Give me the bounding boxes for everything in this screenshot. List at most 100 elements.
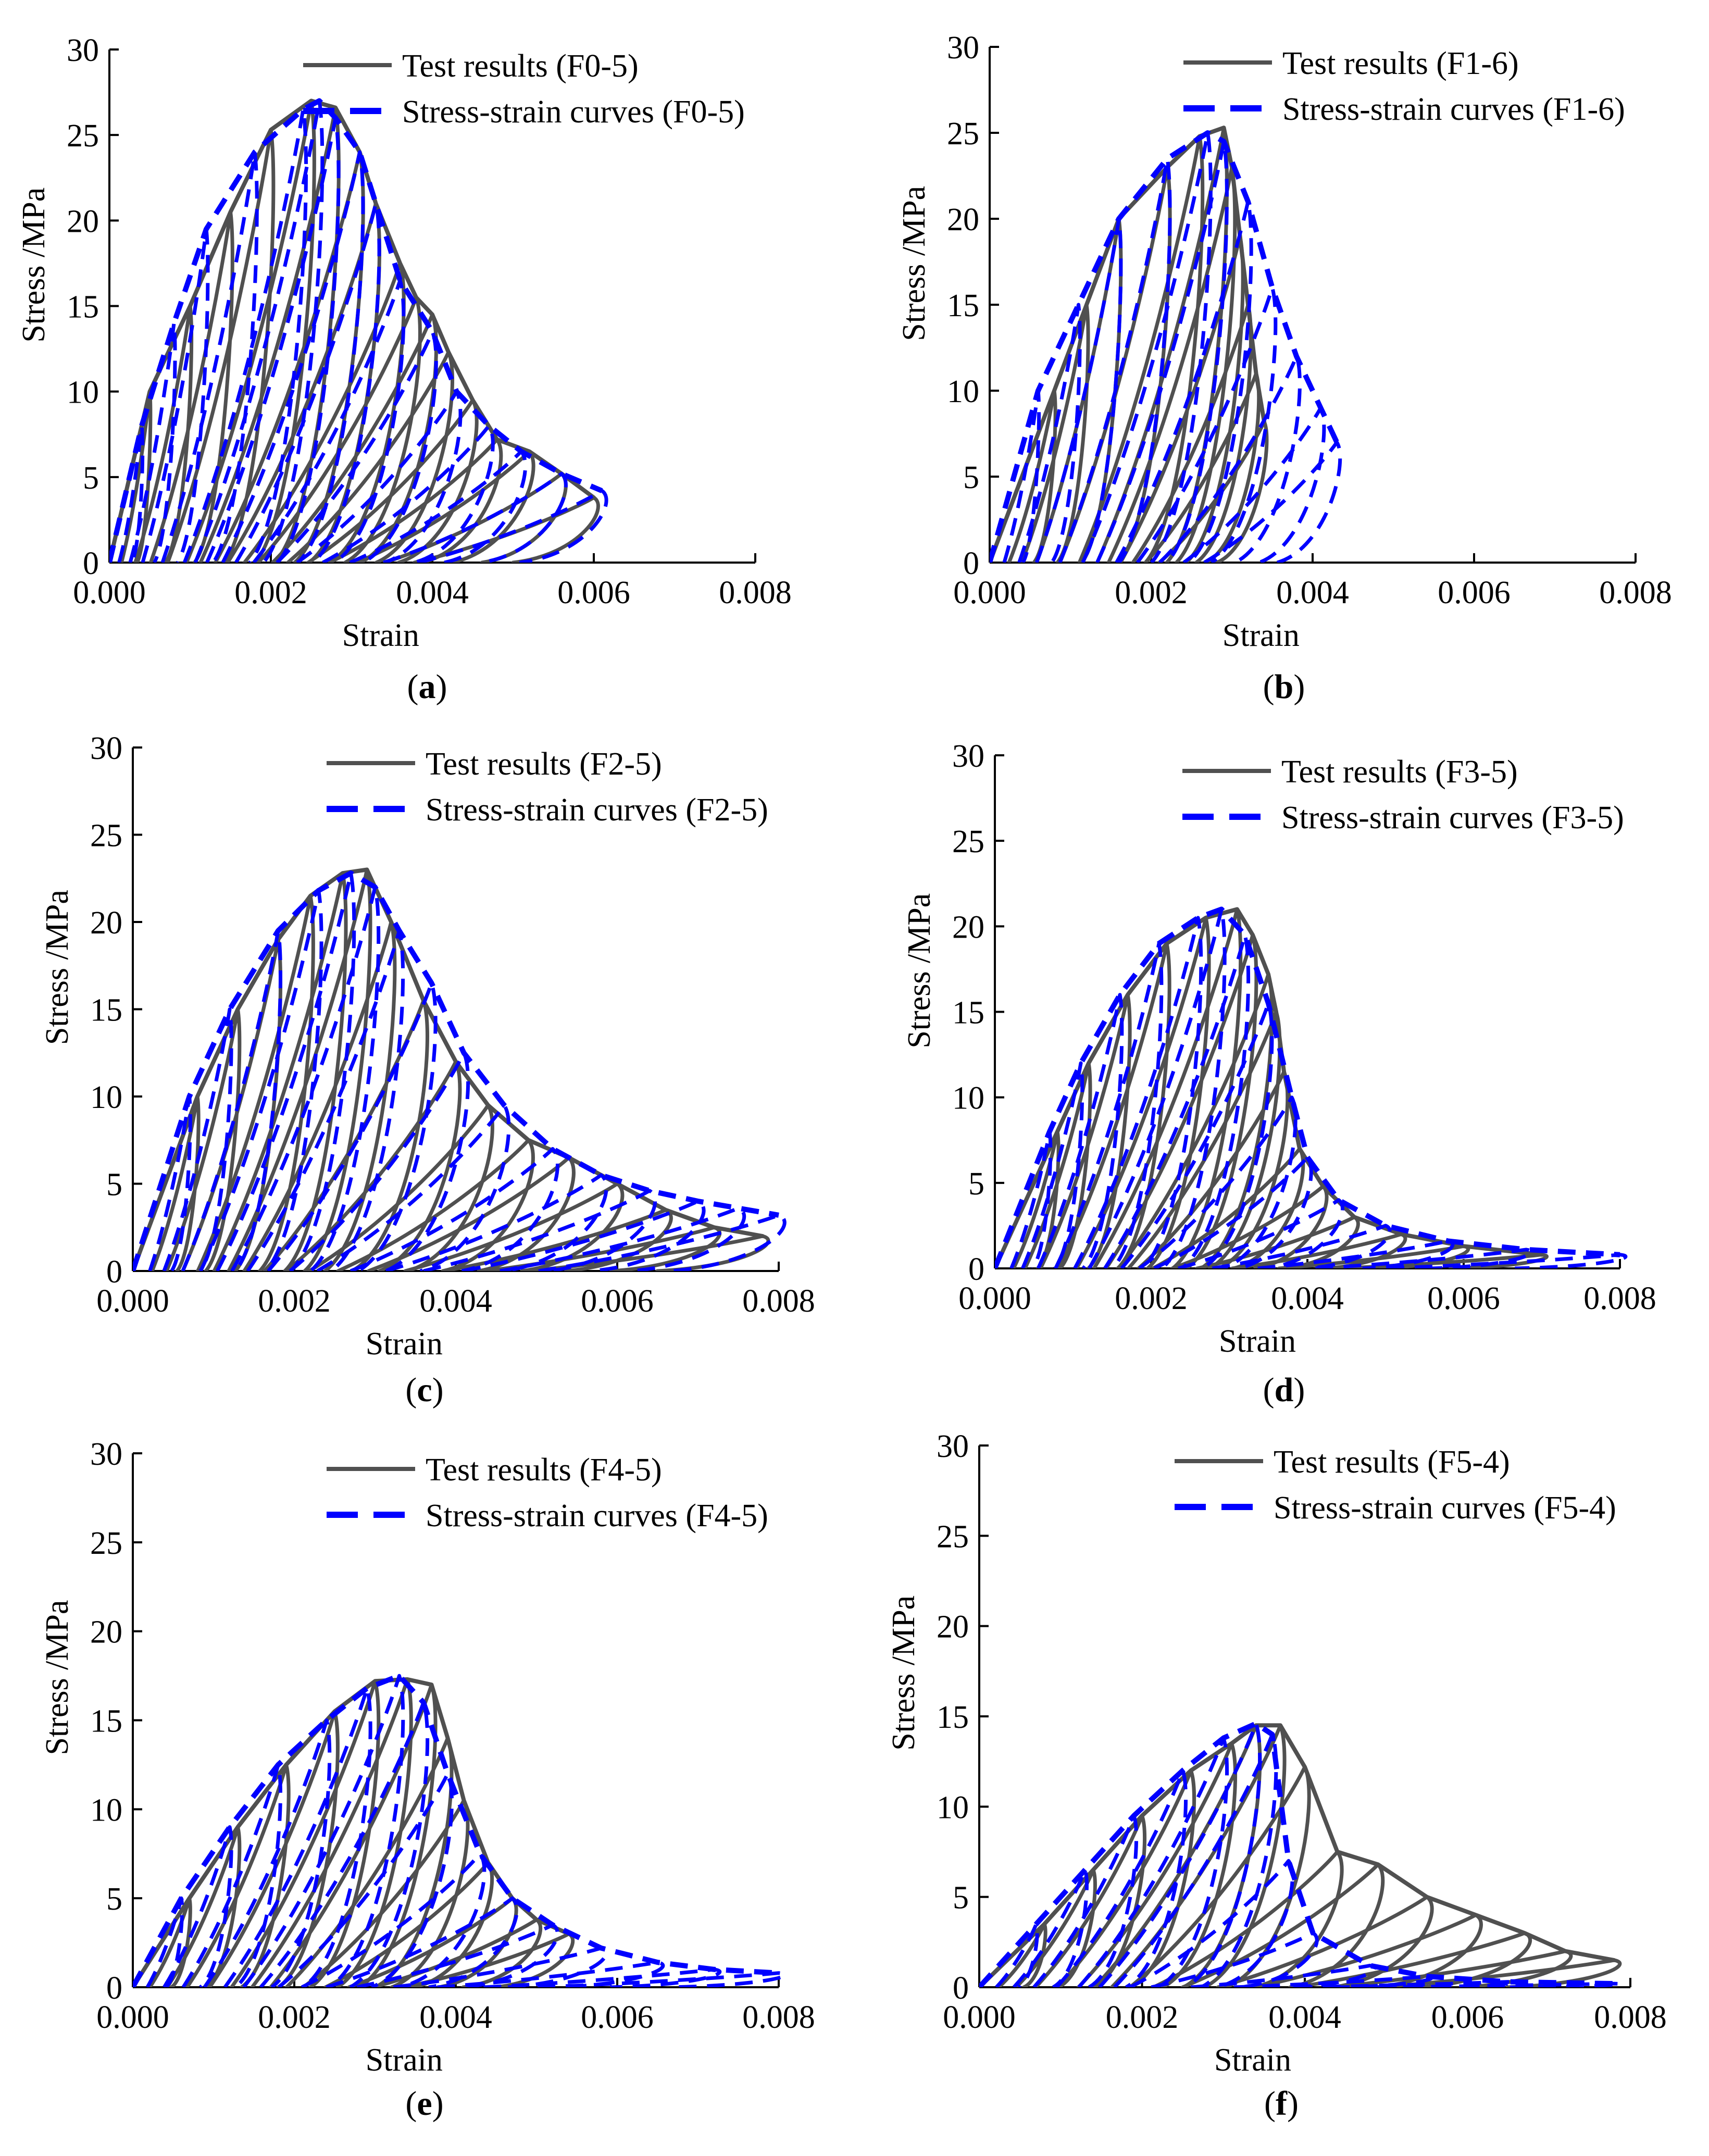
series-1-loop-9 (1182, 406, 1326, 563)
series-0-loop-14 (1375, 1958, 1622, 1987)
series-1-loop-4 (1073, 916, 1203, 1268)
y-tick-label: 20 (952, 909, 984, 945)
panel-label-open: ( (407, 668, 419, 706)
y-tick-label: 5 (953, 1880, 969, 1916)
series-0-loop-7 (1117, 972, 1274, 1268)
series-1-loop-12 (1375, 1981, 1622, 1987)
panel-label-open: ( (405, 1371, 417, 1409)
series-0-loop-1 (165, 1825, 242, 1987)
series-1-loop-5 (1098, 1722, 1262, 1987)
series-0-loop-12 (1195, 1215, 1360, 1268)
series-1-loop-3 (203, 1718, 332, 1987)
series-1-loop-5 (1088, 907, 1227, 1268)
y-tick-label: 20 (90, 1615, 122, 1650)
series-0-loop-7 (284, 1736, 454, 1987)
series-1-loop-14 (383, 471, 568, 563)
x-tick-label: 0.002 (1115, 575, 1188, 610)
panel-label: (d) (1263, 1371, 1305, 1409)
series-1-loop-0 (145, 1896, 184, 1987)
y-tick-label: 30 (90, 1437, 122, 1472)
series-1-loop-7 (1120, 1001, 1274, 1268)
series-1-loop-1 (1012, 1868, 1089, 1987)
series-1-loop-11 (393, 1946, 608, 1987)
y-axis-title: Stress /MPa (902, 893, 937, 1049)
series-1-loop-0 (1009, 1129, 1053, 1268)
x-axis-title: Strain (366, 1326, 443, 1362)
y-tick-label: 25 (952, 824, 984, 859)
panel-label-letter: c (417, 1371, 432, 1409)
series-0-loop-8 (284, 1060, 462, 1271)
x-axis-title: Strain (1214, 2042, 1291, 2078)
y-tick-label: 5 (963, 460, 979, 495)
y-tick-label: 10 (952, 1081, 984, 1116)
series-1-loop-0 (995, 1922, 1039, 1987)
series-1-loop-7 (221, 150, 365, 563)
series-1-loop-12 (423, 1189, 657, 1271)
series-1-loop-8 (301, 1852, 486, 1987)
y-tick-label: 5 (83, 460, 99, 496)
series-1-loop-6 (1113, 1733, 1278, 1987)
y-axis-title: Stress /MPa (896, 186, 932, 341)
series-1-loop-10 (1178, 1198, 1345, 1268)
y-tick-label: 5 (106, 1167, 122, 1203)
series-0-loop-8 (302, 1798, 470, 1987)
series-0-loop-7 (1128, 1765, 1311, 1987)
x-tick-label: 0.006 (1427, 1281, 1500, 1316)
legend-entry-0: Test results (F1-6) (1282, 46, 1519, 81)
y-tick-label: 10 (90, 1792, 122, 1828)
series-1-loop-15 (538, 1213, 787, 1271)
x-tick-label: 0.000 (96, 2000, 169, 2035)
series-0-group (979, 1723, 1622, 1987)
y-tick-label: 5 (968, 1166, 984, 1202)
series-1-loop-4 (182, 107, 308, 563)
panel-label-letter: a (419, 668, 436, 706)
series-0-loop-14 (354, 450, 535, 563)
series-1-loop-6 (205, 116, 341, 563)
series-1-loop-5 (193, 99, 325, 563)
series-1-loop-12 (437, 1960, 665, 1987)
y-tick-label: 30 (90, 731, 122, 766)
series-0-loop-2 (1033, 1814, 1146, 1987)
x-tick-label: 0.006 (1431, 2000, 1504, 2035)
series-1-loop-4 (1077, 1736, 1229, 1987)
series-1-loop-7 (1129, 1859, 1294, 1987)
x-tick-label: 0.006 (581, 1283, 654, 1319)
series-0-loop-2 (185, 1763, 291, 1987)
y-tick-label: 10 (90, 1080, 122, 1115)
x-tick-label: 0.008 (1599, 575, 1672, 610)
series-0-loop-5 (227, 868, 372, 1271)
y-tick-label: 30 (937, 1429, 969, 1464)
panel-label-close: ) (432, 1371, 444, 1409)
series-0-envelope-line (109, 98, 596, 563)
series-1-loop-5 (242, 1674, 405, 1987)
panel-label-letter: f (1276, 2085, 1288, 2123)
x-tick-label: 0.000 (953, 575, 1026, 610)
panel-label-letter: d (1275, 1371, 1294, 1409)
y-tick-label: 20 (937, 1610, 969, 1645)
x-tick-label: 0.004 (419, 2000, 492, 2035)
series-0-loop-3 (208, 1709, 340, 1987)
series-0-loop-10 (1151, 1146, 1305, 1268)
x-tick-label: 0.000 (958, 1281, 1031, 1316)
x-axis-title: Strain (1219, 1324, 1296, 1359)
series-0-loop-0 (1012, 1129, 1061, 1268)
series-1-group (990, 130, 1342, 563)
series-1-loop-10 (276, 330, 438, 563)
legend-entry-1: Stress-strain curves (F4-5) (426, 1498, 768, 1534)
series-1-group (133, 1673, 787, 1987)
series-1-loop-6 (1115, 200, 1253, 563)
y-tick-label: 25 (937, 1519, 969, 1554)
y-tick-label: 15 (952, 995, 984, 1031)
series-0-loop-11 (1254, 1913, 1483, 1987)
series-1-loop-3 (1058, 157, 1172, 563)
series-0-loop-8 (1127, 1010, 1282, 1268)
legend-entry-1: Stress-strain curves (F2-5) (426, 792, 768, 828)
x-tick-label: 0.000 (96, 1283, 169, 1319)
series-1-loop-13 (349, 450, 527, 563)
series-0-loop-6 (269, 1683, 438, 1987)
series-1-loop-12 (1257, 1239, 1455, 1268)
y-tick-label: 15 (90, 1704, 122, 1739)
series-0-loop-5 (1092, 907, 1243, 1268)
x-tick-label: 0.008 (719, 575, 792, 610)
